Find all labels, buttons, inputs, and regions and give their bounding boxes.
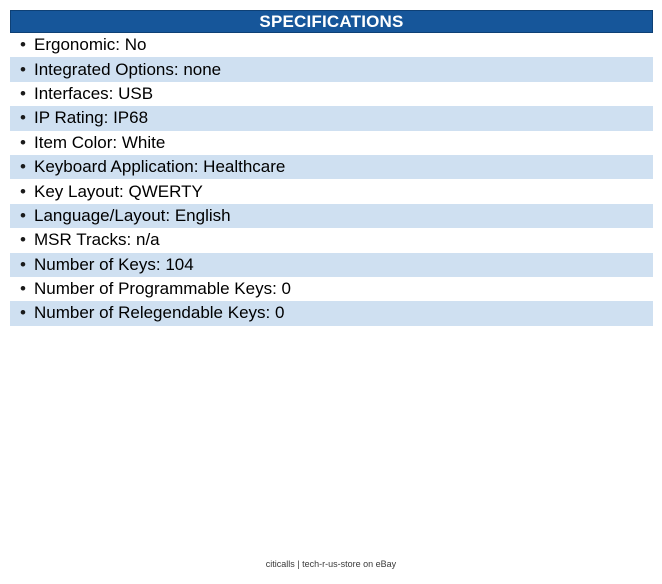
spec-row-text: Number of Programmable Keys: 0 <box>34 279 291 299</box>
spec-row-text: Ergonomic: No <box>34 35 147 55</box>
spec-row-number-of-keys: • Number of Keys: 104 <box>10 252 653 277</box>
bullet-icon: • <box>20 108 26 128</box>
spec-row-text: Integrated Options: none <box>34 59 222 79</box>
spec-row-item-color: • Item Color: White <box>10 130 653 155</box>
spec-row-relegendable-keys: • Number of Relegendable Keys: 0 <box>10 301 653 326</box>
specifications-header: SPECIFICATIONS <box>10 10 653 33</box>
bullet-icon: • <box>20 35 26 55</box>
spec-row-key-layout: • Key Layout: QWERTY <box>10 179 653 204</box>
spec-row-integrated-options: • Integrated Options: none <box>10 57 653 82</box>
spec-row-msr-tracks: • MSR Tracks: n/a <box>10 228 653 253</box>
spec-row-interfaces: • Interfaces: USB <box>10 81 653 107</box>
spec-row-ergonomic: • Ergonomic: No <box>10 33 653 58</box>
spec-row-text: Number of Relegendable Keys: 0 <box>34 303 285 323</box>
store-footer-text: citicalls | tech-r-us-store on eBay <box>265 559 397 569</box>
bullet-icon: • <box>20 230 26 250</box>
spec-row-ip-rating: • IP Rating: IP68 <box>10 106 653 131</box>
spec-row-text: IP Rating: IP68 <box>34 108 149 128</box>
bullet-icon: • <box>20 132 26 152</box>
spec-row-language-layout: • Language/Layout: English <box>10 203 653 229</box>
bullet-icon: • <box>20 157 26 177</box>
spec-row-keyboard-application: • Keyboard Application: Healthcare <box>10 154 653 180</box>
spec-row-text: Interfaces: USB <box>34 83 154 103</box>
specifications-table: SPECIFICATIONS • Ergonomic: No • Integra… <box>10 10 653 326</box>
spec-row-text: Key Layout: QWERTY <box>34 181 203 201</box>
bullet-icon: • <box>20 83 26 103</box>
bullet-icon: • <box>20 59 26 79</box>
bullet-icon: • <box>20 303 26 323</box>
spec-row-text: Language/Layout: English <box>34 205 231 225</box>
spec-row-text: Number of Keys: 104 <box>34 254 194 274</box>
bullet-icon: • <box>20 254 26 274</box>
spec-row-programmable-keys: • Number of Programmable Keys: 0 <box>10 276 653 302</box>
spec-row-text: Keyboard Application: Healthcare <box>34 157 286 177</box>
bullet-icon: • <box>20 181 26 201</box>
bullet-icon: • <box>20 279 26 299</box>
spec-row-text: MSR Tracks: n/a <box>34 230 160 250</box>
spec-row-text: Item Color: White <box>34 132 166 152</box>
bullet-icon: • <box>20 205 26 225</box>
